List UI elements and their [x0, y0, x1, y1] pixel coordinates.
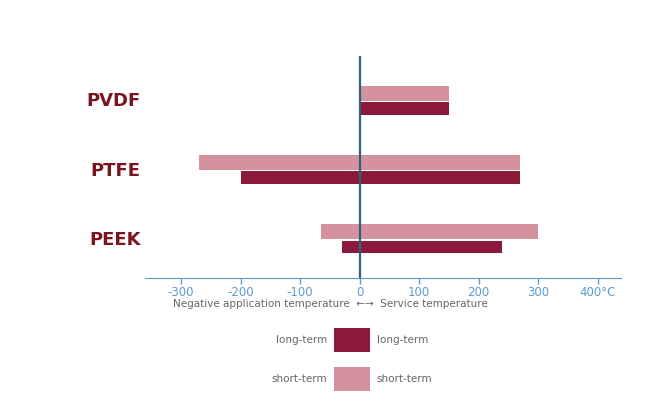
- Text: short-term: short-term: [272, 374, 327, 384]
- Text: long-term: long-term: [276, 335, 327, 345]
- Bar: [342, 241, 502, 253]
- Bar: [199, 155, 520, 170]
- Bar: [334, 328, 370, 352]
- Text: PVDF: PVDF: [87, 92, 141, 110]
- Text: Negative application temperature  ←→  Service temperature: Negative application temperature ←→ Serv…: [173, 299, 488, 309]
- Text: PTFE: PTFE: [91, 162, 141, 180]
- Bar: [321, 224, 538, 239]
- Bar: [241, 171, 520, 184]
- Text: PEEK: PEEK: [89, 231, 141, 249]
- Bar: [360, 85, 449, 101]
- Text: short-term: short-term: [377, 374, 432, 384]
- Text: long-term: long-term: [377, 335, 428, 345]
- Bar: [334, 367, 370, 391]
- Text: Service Temperatures of Engineered Polymers: Service Temperatures of Engineered Polym…: [85, 15, 576, 34]
- Bar: [360, 102, 449, 114]
